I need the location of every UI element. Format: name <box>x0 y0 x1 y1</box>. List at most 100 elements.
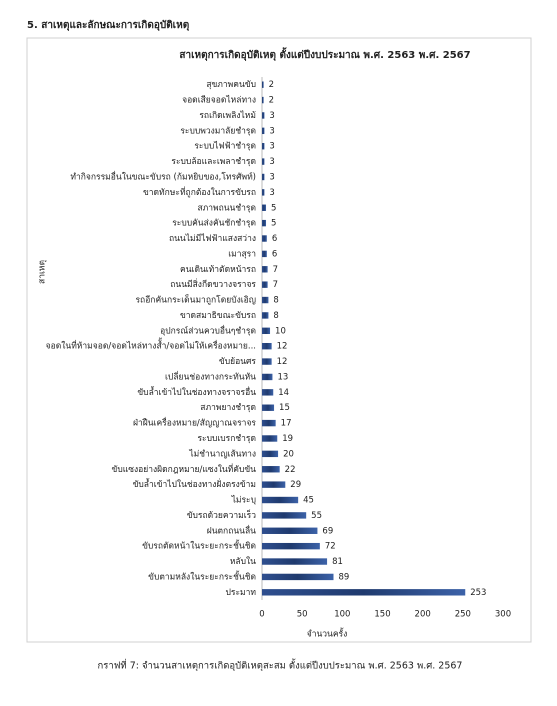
y-tick-label: อุปกรณ์ส่วนควบอื่นๆชำรุด <box>160 324 256 336</box>
value-label: 17 <box>281 419 292 429</box>
bar <box>262 158 265 165</box>
bar <box>262 127 265 135</box>
value-label: 45 <box>303 496 314 506</box>
x-tick-label: 0 <box>259 610 264 620</box>
value-label: 14 <box>278 388 289 398</box>
bar <box>262 358 272 365</box>
y-tick-label: ระบบล้อและเพลาชำรุด <box>171 156 256 167</box>
caption: กราฟที่ 7: จำนวนสาเหตุการเกิดอุบัติเหตุส… <box>98 659 463 672</box>
bar <box>262 558 328 565</box>
x-tick-label: 200 <box>415 610 431 620</box>
y-tick-label: ไม่ระบุ <box>231 495 256 506</box>
y-tick-label: ถนนไม่มีไฟฟ้าแสงสว่าง <box>169 233 256 244</box>
y-tick-label: รถอีกคันกระเด็นมาถูกโดยบังเอิญ <box>135 294 256 306</box>
y-tick-label: สภาพถนนชำรุด <box>197 203 256 213</box>
y-tick-label: ทำกิจกรรมอื่นในขณะขับรถ (ก้มหยิบของ,โทรศ… <box>70 170 256 182</box>
value-label: 7 <box>273 280 278 290</box>
x-tick-label: 250 <box>455 610 471 620</box>
bar <box>262 542 320 550</box>
bar <box>262 296 269 304</box>
y-tick-label: ฝนตกถนนลื่น <box>207 524 256 536</box>
value-label: 6 <box>272 249 277 259</box>
value-label: 253 <box>470 588 486 598</box>
value-label: 2 <box>269 80 274 90</box>
y-tick-label: คนเดินเท้าตัดหน้ารถ <box>180 264 256 275</box>
x-tick-label: 50 <box>297 610 308 620</box>
y-tick-label: ขับล้ำเข้าไปในช่องทางจราจรอื่น <box>137 386 256 398</box>
bar <box>262 389 274 396</box>
value-label: 8 <box>273 296 278 306</box>
y-tick-label: ไม่ชำนาญเส้นทาง <box>188 448 256 459</box>
value-label: 3 <box>269 126 274 136</box>
bar <box>262 266 268 273</box>
heading: 5. สาเหตุและลักษณะการเกิดอุบัติเหตุ <box>27 19 189 31</box>
bar <box>262 450 279 458</box>
value-label: 3 <box>269 188 274 198</box>
bar <box>262 112 265 119</box>
bar <box>262 466 280 473</box>
bar <box>262 481 286 488</box>
value-label: 13 <box>277 372 288 382</box>
y-tick-label: ระบบไฟฟ้าชำรุด <box>194 141 256 152</box>
y-tick-label: ขาดทักษะที่ถูกต้องในการขับรถ <box>143 186 256 198</box>
value-label: 8 <box>273 311 278 321</box>
value-label: 55 <box>311 511 322 521</box>
value-label: 69 <box>322 526 333 536</box>
x-tick-label: 300 <box>495 610 511 620</box>
y-tick-label: ขับล้ำเข้าไปในช่องทางฝั่งตรงข้าม <box>133 478 256 490</box>
y-tick-label: ถนนมีสิ่งกีดขวางจราจร <box>170 278 256 290</box>
value-label: 3 <box>269 142 274 152</box>
bar <box>262 219 267 227</box>
y-tick-label: ขับตามหลังในระยะกระชั้นชิด <box>148 570 256 582</box>
bar <box>262 527 318 534</box>
value-label: 10 <box>275 326 286 336</box>
y-axis-label: สาเหตุ <box>38 260 48 284</box>
value-label: 7 <box>273 265 278 275</box>
bar <box>262 419 276 427</box>
bar <box>262 173 265 181</box>
value-label: 6 <box>272 234 277 244</box>
bar <box>262 342 272 350</box>
y-tick-label: รถเกิดเพลิงไหม้ <box>199 110 256 121</box>
value-label: 2 <box>269 96 274 106</box>
x-axis-label: จำนวนครั้ง <box>307 628 348 640</box>
y-tick-label: จอดเสียจอดไหล่ทาง <box>182 95 256 106</box>
bar <box>262 589 466 596</box>
bar <box>262 312 269 319</box>
y-tick-label: ระบบคันส่งคันชักชำรุด <box>172 219 256 229</box>
bar <box>262 250 267 258</box>
value-label: 22 <box>285 465 296 475</box>
bar <box>262 81 264 88</box>
bar <box>262 512 307 519</box>
value-label: 3 <box>269 111 274 121</box>
value-label: 12 <box>277 342 288 352</box>
value-label: 12 <box>277 357 288 367</box>
y-tick-label: ขาดสมาธิขณะขับรถ <box>180 311 256 321</box>
bar <box>262 327 271 335</box>
y-tick-label: ฝ่าฝืนเครื่องหมาย/สัญญาณจราจร <box>133 417 256 429</box>
bar <box>262 189 265 196</box>
y-tick-label: ระบบพวงมาลัยชำรุด <box>180 126 256 136</box>
bar <box>262 235 267 242</box>
value-label: 72 <box>325 542 336 552</box>
value-label: 15 <box>279 403 290 413</box>
bar <box>262 96 264 104</box>
y-tick-label: สุขภาพคนขับ <box>206 80 256 90</box>
y-tick-label: เปลี่ยนช่องทางกระทันหัน <box>165 370 256 382</box>
bar <box>262 204 267 211</box>
bar <box>262 496 299 504</box>
y-tick-label: จอดในที่ห้ามจอด/จอดไหล่ทางสั้ำ/จอดไม่ให้… <box>46 338 256 352</box>
y-tick-label: ขับย้อนศร <box>219 356 256 367</box>
y-tick-label: เมาสุรา <box>228 249 256 259</box>
bar <box>262 143 265 150</box>
bar <box>262 573 334 581</box>
value-label: 81 <box>332 557 343 567</box>
y-tick-label: หลับใน <box>230 556 256 567</box>
bar <box>262 373 273 381</box>
value-label: 20 <box>283 449 294 459</box>
value-label: 3 <box>269 157 274 167</box>
y-tick-label: สภาพยางชำรุด <box>200 403 256 413</box>
y-tick-label: ระบบเบรกชำรุด <box>197 434 256 444</box>
value-label: 29 <box>290 480 301 490</box>
value-label: 19 <box>282 434 293 444</box>
